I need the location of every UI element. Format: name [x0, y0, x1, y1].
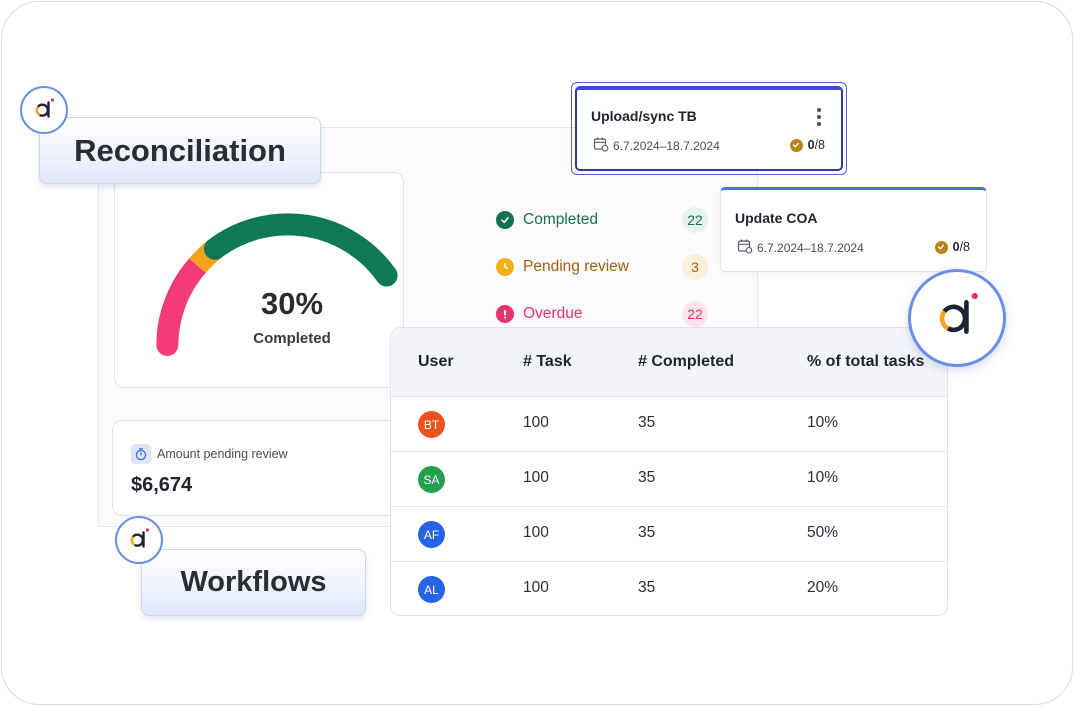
task-progress: 0/8 [934, 240, 970, 254]
task-card-selection-ring [571, 82, 847, 175]
gauge-percent: 30% [260, 286, 324, 321]
table-header: User # Task # Completed % of total tasks [391, 328, 947, 396]
legend-count: 22 [682, 301, 708, 327]
avatar: BT [418, 411, 445, 438]
table-row[interactable]: AF 100 35 50% [391, 506, 947, 561]
calendar-icon [737, 239, 753, 254]
calendar-icon [593, 137, 609, 152]
brand-logo-large-icon [908, 269, 1006, 367]
task-progress-total: /8 [814, 138, 825, 152]
task-card-upload-sync-tb[interactable]: Upload/sync TB 6.7.2024–18.7.2024 0/8 [575, 86, 843, 171]
user-task-table: User # Task # Completed % of total tasks… [390, 327, 948, 616]
workflows-label: Workflows [141, 549, 366, 616]
cell-tasks: 100 [523, 414, 549, 431]
column-header-user[interactable]: User [418, 353, 454, 370]
avatar: AL [418, 576, 445, 603]
brand-logo-icon [20, 86, 68, 134]
legend-item-overdue: Overdue 22 [496, 301, 708, 327]
check-circle-icon [496, 211, 514, 229]
task-title: Update COA [735, 210, 818, 226]
clock-icon [496, 258, 514, 276]
task-date-range: 6.7.2024–18.7.2024 [613, 139, 720, 153]
column-header-percent[interactable]: % of total tasks [807, 353, 925, 370]
task-card-update-coa[interactable]: Update COA 6.7.2024–18.7.2024 0/8 [720, 187, 987, 272]
gauge-label: Completed [253, 330, 331, 347]
brand-logo-icon [115, 516, 163, 564]
amount-pending-card [112, 420, 412, 516]
cell-percent: 10% [807, 469, 839, 486]
table-row[interactable]: SA 100 35 10% [391, 451, 947, 506]
column-header-completed[interactable]: # Completed [638, 353, 735, 370]
check-circle-icon [789, 138, 803, 152]
check-circle-icon [934, 240, 948, 254]
cell-percent: 20% [807, 579, 839, 596]
amount-value: $6,674 [131, 474, 193, 496]
task-progress-done: 0 [807, 138, 815, 152]
task-title: Upload/sync TB [591, 108, 697, 124]
legend-label: Overdue [523, 305, 583, 322]
more-options-icon[interactable] [817, 108, 821, 129]
task-progress: 0/8 [789, 138, 825, 152]
column-header-tasks[interactable]: # Task [523, 353, 572, 370]
table-row[interactable]: AL 100 35 20% [391, 561, 947, 615]
cell-percent: 50% [807, 524, 839, 541]
cell-completed: 35 [638, 469, 656, 486]
cell-completed: 35 [638, 414, 656, 431]
legend-label: Completed [523, 211, 598, 228]
progress-gauge-card [114, 172, 404, 388]
cell-percent: 10% [807, 414, 839, 431]
legend-label: Pending review [523, 258, 629, 275]
task-date-range: 6.7.2024–18.7.2024 [757, 241, 864, 255]
cell-tasks: 100 [523, 524, 549, 541]
task-progress-done: 0 [952, 240, 960, 254]
cell-completed: 35 [638, 524, 656, 541]
legend-count: 3 [682, 254, 708, 280]
legend-item-completed: Completed 22 [496, 207, 708, 233]
legend-count: 22 [682, 207, 708, 233]
amount-label: Amount pending review [157, 447, 288, 461]
alert-circle-icon [496, 305, 514, 323]
cell-tasks: 100 [523, 469, 549, 486]
task-progress-total: /8 [959, 240, 970, 254]
avatar: AF [418, 521, 445, 548]
stopwatch-icon [131, 444, 151, 464]
legend-item-pending-review: Pending review 3 [496, 254, 708, 280]
avatar: SA [418, 466, 445, 493]
connector-line [320, 127, 572, 128]
cell-completed: 35 [638, 579, 656, 596]
table-row[interactable]: BT 100 35 10% [391, 396, 947, 451]
reconciliation-label: Reconciliation [39, 117, 321, 184]
cell-tasks: 100 [523, 579, 549, 596]
